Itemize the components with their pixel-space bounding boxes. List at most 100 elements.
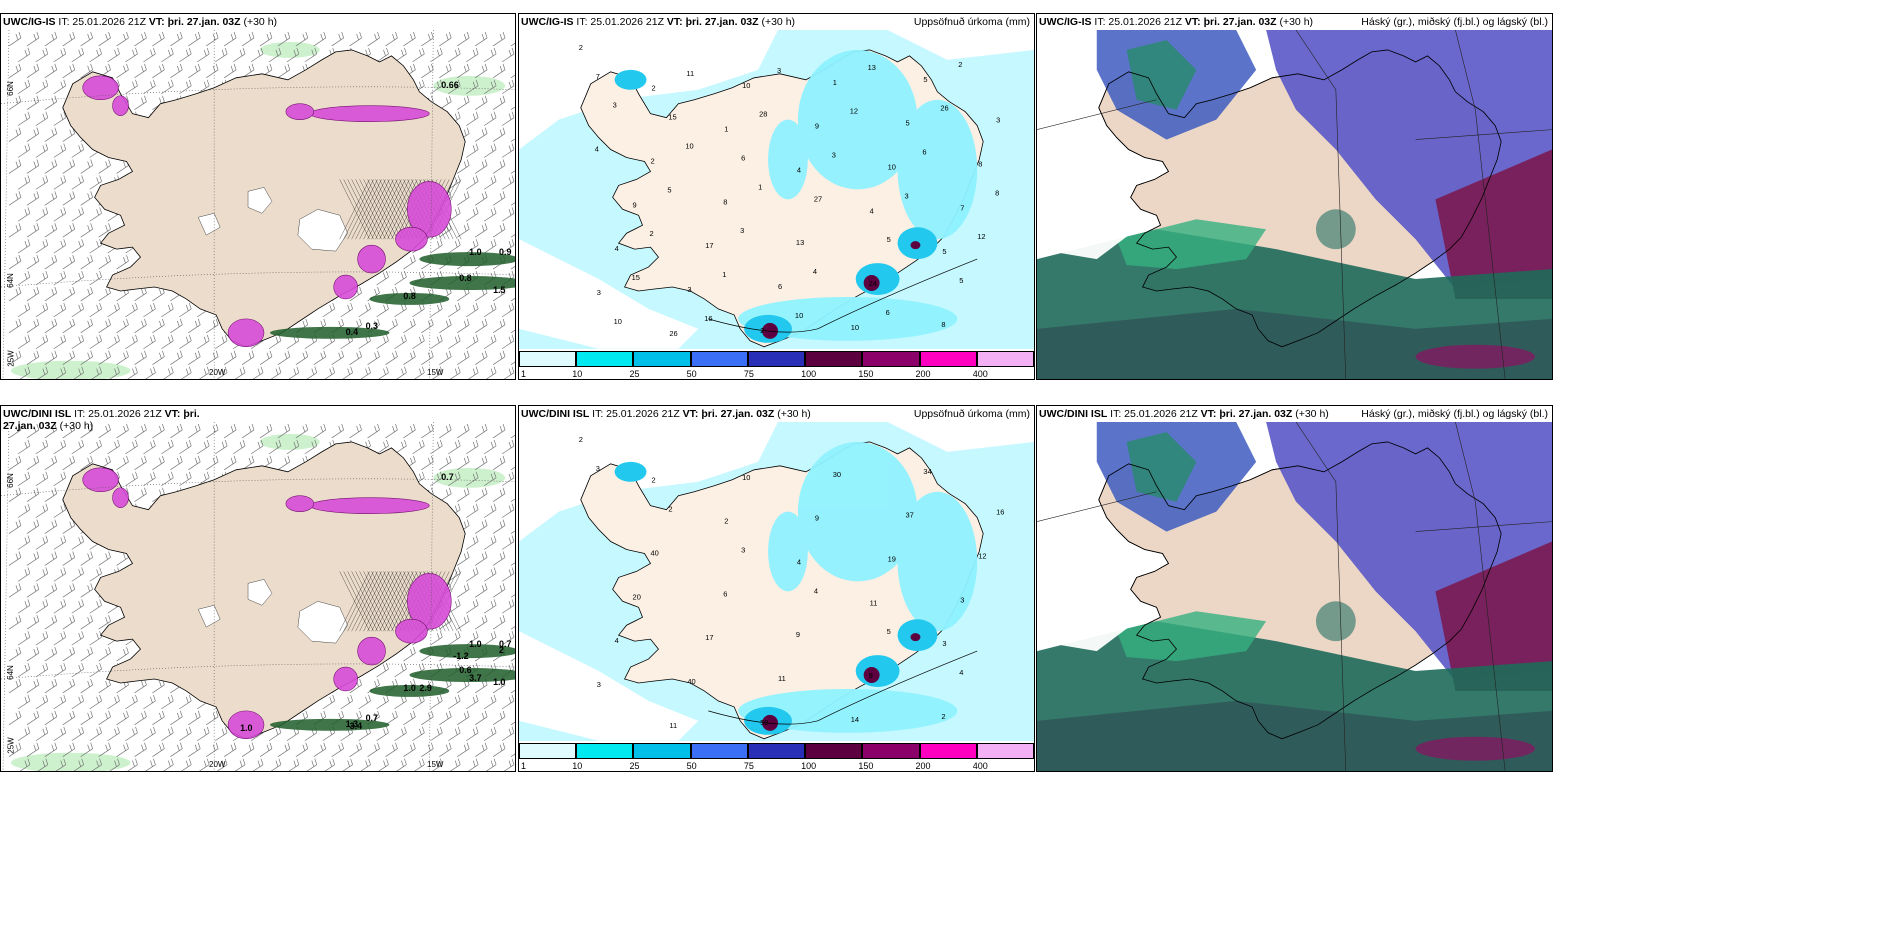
- colorbar-swatch: [976, 743, 1034, 759]
- lat-label: 25W: [6, 350, 16, 367]
- lat-label: 66N: [5, 81, 15, 96]
- precip-value-label: 1: [833, 78, 837, 87]
- precip-value-label: 15: [668, 113, 676, 122]
- colorbar-tick: 400: [972, 761, 988, 771]
- colorbar-swatch: [805, 351, 863, 367]
- precip-value-label: 6: [741, 153, 745, 162]
- precip-value-label: 17: [705, 633, 713, 642]
- precip-value-label: 3: [597, 288, 601, 297]
- precip-shades: [738, 49, 978, 341]
- wind-value-label: -1.2: [453, 651, 468, 661]
- wind-value-label: 0.7: [366, 713, 378, 723]
- precip-value-label: 3: [687, 285, 691, 294]
- colorbar-swatch: [519, 351, 577, 367]
- precip-value-label: 37: [905, 511, 913, 520]
- precip-value-label: 17: [705, 241, 713, 250]
- precip-value-label: 9: [796, 630, 800, 639]
- precip-value-label: 1: [722, 270, 726, 279]
- precip-value-label: 10: [742, 473, 750, 482]
- precip-value-label: 12: [977, 232, 985, 241]
- precip-value-label: 7: [596, 72, 600, 81]
- cloud-map: [1037, 30, 1552, 379]
- precip-value-label: 26: [669, 329, 677, 338]
- precip-value-label: 4: [814, 586, 818, 595]
- colorbar-swatch: [747, 351, 806, 367]
- precip-value-label: 3: [613, 101, 617, 110]
- colorbar-tick: 25: [629, 369, 640, 379]
- precip-value-label: 15: [632, 273, 640, 282]
- panel-wind-dini: UWC/DINI ISL IT: 25.01.2026 21Z VT: þri.…: [0, 405, 516, 772]
- colorbar-swatch: [862, 351, 920, 367]
- lat-label: 66N: [5, 473, 15, 488]
- precip-value-label: 5: [667, 185, 671, 194]
- precip-value-label: 10: [888, 162, 896, 171]
- precip-value-label: 2: [958, 60, 962, 69]
- wind-value-label: 1.0: [403, 683, 415, 693]
- precip-value-label: 3: [942, 639, 946, 648]
- precip-value-label: 12: [850, 107, 858, 116]
- panel-header: UWC/DINI ISL IT: 25.01.2026 21Z VT: þri.…: [3, 408, 200, 432]
- colorbar-tick: 1: [521, 761, 527, 771]
- precip-value-label: 10: [742, 81, 750, 90]
- wind-value-label: 1.0: [493, 677, 505, 687]
- precip-value-label: 9: [815, 122, 819, 131]
- colorbar-tick: 25: [629, 761, 640, 771]
- precip-value-label: 11: [669, 721, 677, 730]
- lon-label: 20W: [209, 368, 226, 377]
- colorbar-tick: 100: [801, 369, 817, 379]
- precip-labels: 2214453261091074321589176105328132487156…: [579, 43, 1001, 338]
- precip-value-label: 34: [923, 467, 931, 476]
- precip-heavy: [762, 241, 921, 339]
- wind-value-label: 0.6: [459, 665, 471, 675]
- precip-value-label: 11: [686, 69, 694, 78]
- precip-value-label: 4: [870, 206, 874, 215]
- colorbar-swatch: [919, 743, 977, 759]
- precip-bands: [269, 644, 515, 731]
- wind-value-label: 0.8: [403, 291, 415, 301]
- wind-value-label: 1.0: [240, 723, 252, 733]
- colorbar-tick: 10: [572, 761, 583, 771]
- precip-value-label: 8: [978, 159, 982, 168]
- precip-labels: 2224113311109193440503037122017111434164…: [579, 435, 1005, 730]
- colorbar-swatch: [690, 351, 748, 367]
- precip-value-label: 8: [941, 320, 945, 329]
- colorbar-swatch: [633, 743, 691, 759]
- precip-value-label: 10: [685, 142, 693, 151]
- precip-value-label: 5: [942, 247, 946, 256]
- dry-areas: [519, 422, 1034, 741]
- wind-value-label: 0.9: [499, 247, 511, 257]
- wind-map: 0.7 1.0 0.7 0.6 1.0 1.0 1.3 0.7 -1.2 2 3.7 2.9 3.4 1.…: [1, 422, 515, 771]
- precip-map: 2214453261091074321589176105328132487156…: [519, 30, 1034, 379]
- precip-value-label: 28: [759, 110, 767, 119]
- panel-header: UWC/IG-IS IT: 25.01.2026 21Z VT: þri. 27…: [1039, 16, 1548, 28]
- precip-value-label: 3: [741, 545, 745, 554]
- precip-value-label: 3: [960, 595, 964, 604]
- wind-value-label: 3.4: [350, 721, 362, 731]
- precip-value-label: 13: [868, 63, 876, 72]
- precip-value-label: 40: [687, 677, 695, 686]
- wind-value-label: 1.0: [469, 639, 481, 649]
- colorbar-tick: 400: [972, 369, 988, 379]
- precip-value-label: 1: [724, 125, 728, 134]
- precip-value-label: 5: [887, 235, 891, 244]
- precip-value-label: 4: [797, 557, 801, 566]
- coastline: [1098, 441, 1502, 740]
- precip-value-label: 12: [978, 551, 986, 560]
- precip-value-label: 3: [596, 464, 600, 473]
- precip-value-label: 5: [905, 119, 909, 128]
- precip-value-label: 11: [870, 598, 878, 607]
- precip-value-label: 2: [651, 476, 655, 485]
- precip-value-label: 3: [832, 151, 836, 160]
- wind-value-label: 2: [499, 645, 504, 655]
- precip-value-label: 2: [579, 43, 583, 52]
- panel-cloud-dini: UWC/DINI ISL IT: 25.01.2026 21Z VT: þri.…: [1036, 405, 1553, 772]
- wind-map: 0.66 1.0 0.9 0.8 1.5 0.8 0.4 0.3: [1, 30, 515, 379]
- lat-label: 25W: [6, 737, 16, 754]
- graticule: [1, 30, 515, 379]
- cloud-layers: [1037, 422, 1552, 771]
- precip-value-label: 9: [869, 671, 873, 680]
- precip-value-label: 16: [996, 508, 1004, 517]
- colorbar-tick: 10: [572, 369, 583, 379]
- precip-value-label: 40: [650, 548, 658, 557]
- precip-value-label: 14: [851, 715, 859, 724]
